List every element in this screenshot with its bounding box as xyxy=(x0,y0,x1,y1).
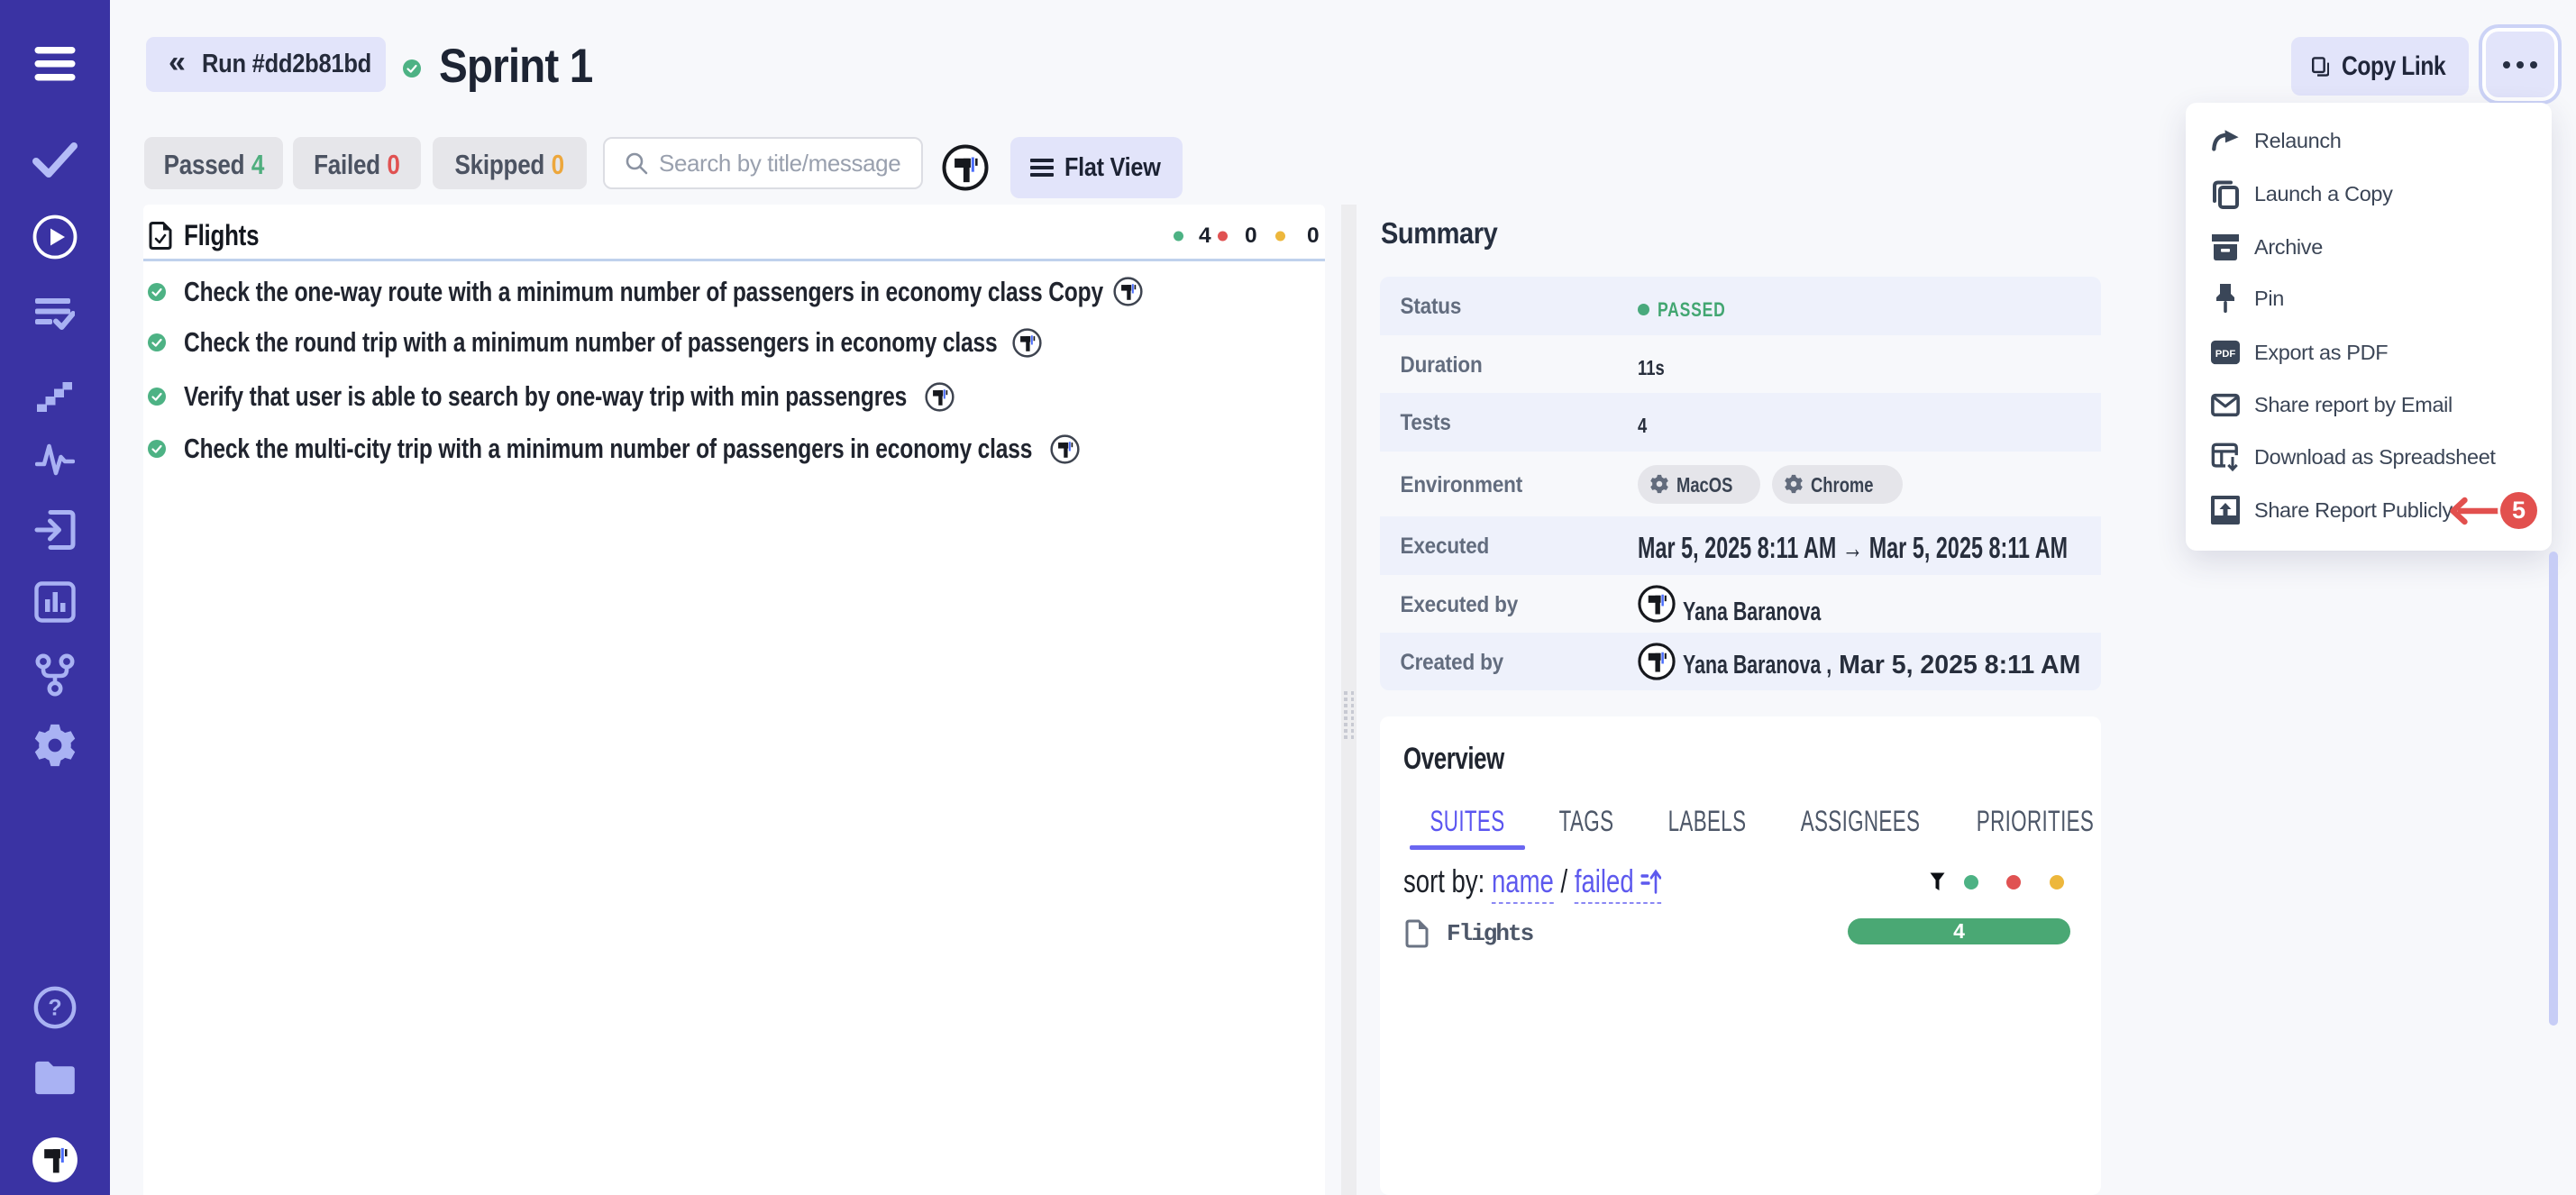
svg-text:PDF: PDF xyxy=(2215,349,2236,360)
svg-text:?: ? xyxy=(48,996,61,1021)
